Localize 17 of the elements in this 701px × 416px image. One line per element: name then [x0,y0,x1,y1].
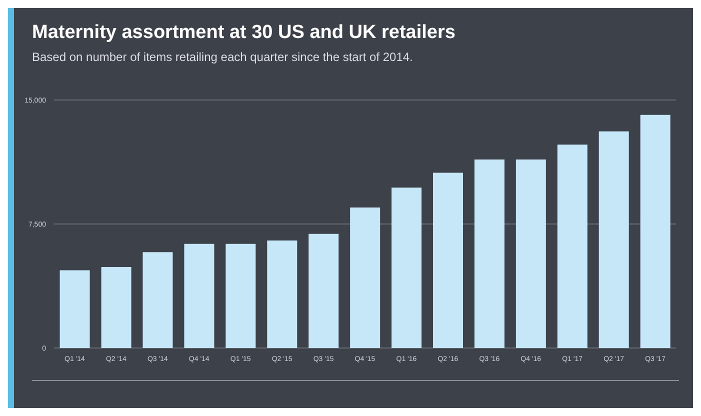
bar [516,160,546,348]
bar [308,234,339,348]
bar [557,144,588,348]
chart-title: Maternity assortment at 30 US and UK retailers [32,22,456,44]
bar [226,244,256,348]
bar [640,114,670,348]
bar [142,252,173,348]
chart-subtitle: Based on number of items retailing each quarter since the start of 2014. [32,50,413,64]
bar [350,207,380,348]
bar [474,160,504,348]
bar [433,172,464,348]
bar [184,244,214,348]
bar [598,131,629,348]
bar [101,266,132,348]
bar [392,188,422,348]
bar [267,240,298,348]
bar [60,270,90,348]
